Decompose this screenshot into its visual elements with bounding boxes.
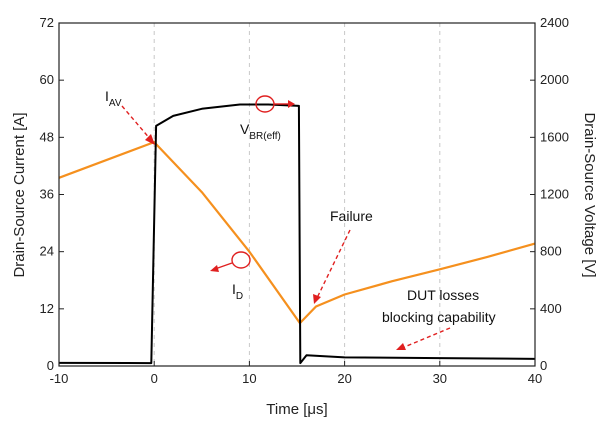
id-main: I [232, 281, 236, 297]
vbr-main: V [240, 121, 250, 137]
vbr-sub: BR(eff) [249, 131, 281, 142]
iav-arrow [121, 105, 152, 141]
y-left-tick-label: 48 [40, 129, 54, 144]
id-label: ID [232, 281, 243, 302]
x-tick-label: 30 [433, 371, 447, 386]
failure-arrow [316, 229, 351, 299]
y-left-tick-label: 0 [47, 358, 54, 373]
y-axis-right-title: Drain-Source Voltage [V] [581, 112, 598, 277]
tick-labels: -10 0 10 20 30 400122436486072040080012001600… [40, 15, 569, 386]
y-right-tick-label: 400 [540, 301, 562, 316]
dut-arrowhead [396, 343, 406, 350]
y-right-tick-label: 2000 [540, 72, 569, 87]
id-marker-circle [231, 251, 251, 269]
x-tick-label: -10 [50, 371, 69, 386]
y-axis-left-title: Drain-Source Current [A] [11, 112, 28, 277]
annotations: IAV VBR(eff) ID Failure DUT losses block… [105, 88, 496, 350]
y-right-tick-label: 1600 [540, 129, 569, 144]
dut-label-line2: blocking capability [382, 309, 496, 325]
y-right-tick-label: 800 [540, 244, 562, 259]
iav-arrowhead [145, 134, 155, 145]
drain-voltage-series [58, 103, 536, 365]
y-right-tick-label: 2400 [540, 15, 569, 30]
iav-main: I [105, 88, 109, 104]
y-right-tick-label: 1200 [540, 187, 569, 202]
drain-voltage-line [58, 103, 536, 365]
iav-label: IAV [105, 88, 122, 109]
drain-current-line [58, 141, 536, 325]
y-left-tick-label: 72 [40, 15, 54, 30]
x-tick-label: 40 [528, 371, 542, 386]
y-right-tick-label: 0 [540, 358, 547, 373]
x-axis-title: Time [μs] [266, 401, 327, 418]
x-tick-label: 20 [337, 371, 351, 386]
dut-arrow [401, 327, 451, 349]
failure-label: Failure [330, 208, 373, 224]
x-tick-label: 0 [151, 371, 158, 386]
id-sub: D [236, 291, 243, 302]
y-left-tick-label: 12 [40, 301, 54, 316]
vbr-arrowhead [288, 100, 295, 108]
y-left-tick-label: 60 [40, 72, 54, 87]
drain-current-series [58, 141, 536, 325]
failure-arrowhead [313, 294, 321, 304]
iav-sub: AV [109, 98, 122, 109]
y-left-tick-label: 36 [40, 187, 54, 202]
axis-ticks [58, 22, 536, 367]
dut-label-line1: DUT losses [407, 287, 479, 303]
id-arrowhead [210, 265, 219, 272]
x-tick-label: 10 [242, 371, 256, 386]
y-left-tick-label: 24 [40, 244, 54, 259]
vbr-label: VBR(eff) [240, 121, 281, 142]
